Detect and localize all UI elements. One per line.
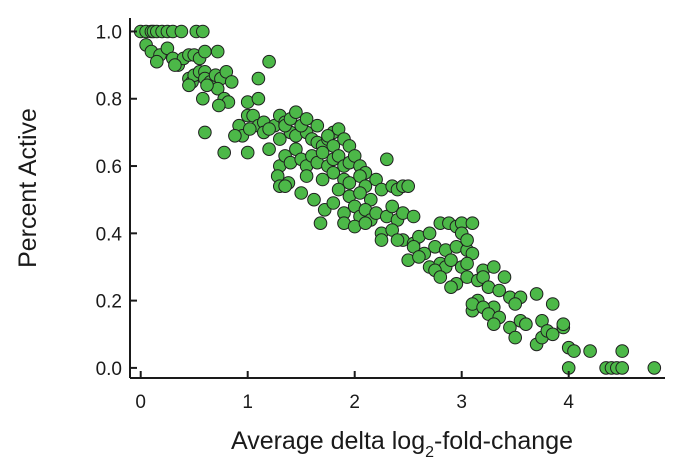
- scatter-point: [212, 98, 226, 113]
- scatter-point: [412, 250, 426, 264]
- scatter-point: [168, 58, 182, 72]
- scatter-point: [556, 317, 571, 332]
- scatter-point: [240, 145, 255, 160]
- scatter-point: [196, 24, 210, 39]
- scatter-point: [406, 209, 421, 224]
- scatter-point: [567, 344, 581, 358]
- scatter-point: [196, 91, 210, 106]
- scatter-point: [353, 186, 367, 200]
- scatter-point: [313, 216, 328, 230]
- scatter-point: [422, 226, 437, 241]
- scatter-point: [243, 122, 257, 136]
- y-tick-label: 0.8: [96, 90, 122, 111]
- scatter-point: [251, 91, 266, 106]
- y-tick-label: 0.4: [96, 224, 123, 245]
- y-axis-title: Percent Active: [14, 108, 42, 268]
- x-axis-title-suffix: -fold-change: [434, 427, 573, 455]
- scatter-point: [583, 344, 597, 358]
- y-tick-label: 0.0: [96, 359, 122, 380]
- axes-layer: [129, 18, 665, 379]
- scatter-point: [224, 75, 239, 89]
- scatter-point: [278, 179, 292, 193]
- scatter-point: [374, 233, 389, 247]
- scatter-point: [519, 317, 533, 332]
- y-tick-label: 1.0: [96, 22, 122, 43]
- x-tick-label: 3: [456, 392, 467, 413]
- scatter-point: [210, 44, 225, 59]
- scatter-point: [289, 105, 303, 119]
- scatter-point: [529, 287, 544, 301]
- scatter-point: [444, 280, 458, 295]
- y-tick-label: 0.6: [96, 157, 122, 178]
- scatter-point: [615, 344, 630, 358]
- scatter-point: [182, 78, 196, 93]
- scatter-point: [508, 297, 523, 311]
- scatter-point: [273, 132, 287, 146]
- scatter-point: [385, 199, 400, 214]
- scatter-point: [315, 172, 330, 187]
- scatter-point: [198, 125, 212, 140]
- points-layer: [133, 24, 662, 375]
- scatter-point: [444, 253, 458, 268]
- scatter-point: [401, 179, 416, 193]
- scatter-point: [198, 44, 212, 59]
- scatter-point: [310, 118, 325, 133]
- scatter-point: [251, 71, 266, 86]
- scatter-point: [487, 317, 501, 332]
- scatter-point: [307, 192, 321, 207]
- y-tick-label: 0.2: [96, 292, 122, 313]
- scatter-point: [647, 361, 662, 375]
- x-ticks: 0 1 2 3 4: [135, 371, 574, 413]
- scatter-point: [390, 233, 405, 247]
- scatter-point: [497, 270, 512, 284]
- scatter-point: [380, 152, 394, 167]
- scatter-point: [331, 182, 346, 197]
- scatter-point: [262, 54, 276, 69]
- scatter-point: [487, 260, 501, 274]
- scatter-point: [326, 166, 341, 180]
- scatter-point: [150, 54, 164, 69]
- x-axis-title-subscript: 2: [425, 444, 434, 461]
- x-tick-label: 4: [563, 392, 574, 413]
- scatter-point: [460, 256, 474, 271]
- scatter-point: [358, 216, 373, 230]
- scatter-point: [315, 145, 330, 160]
- scatter-point: [217, 145, 231, 160]
- scatter-point: [299, 169, 314, 183]
- x-axis-title: Average delta log2-fold-change: [231, 427, 573, 461]
- scatter-point: [342, 176, 357, 190]
- y-ticks: 0.0 0.2 0.4 0.6 0.8 1.0: [96, 22, 137, 380]
- scatter-point: [200, 78, 214, 93]
- scatter-point: [508, 330, 523, 345]
- scatter-point: [433, 270, 448, 284]
- x-tick-label: 2: [349, 392, 360, 413]
- x-tick-label: 1: [242, 392, 253, 413]
- x-axis-title-main: Average delta log: [231, 427, 425, 455]
- scatter-point: [492, 283, 507, 298]
- scatter-point: [460, 233, 474, 247]
- scatter-point: [465, 216, 480, 230]
- scatter-point: [545, 327, 560, 342]
- scatter-point: [545, 297, 560, 311]
- scatter-point: [326, 196, 341, 210]
- scatter-point: [262, 122, 276, 136]
- scatter-point: [262, 142, 276, 156]
- scatter-point: [174, 24, 189, 39]
- x-tick-label: 0: [135, 392, 146, 413]
- scatter-point: [299, 112, 314, 126]
- scatter-point: [615, 361, 630, 375]
- scatter-point: [228, 129, 242, 143]
- scatter-point: [294, 186, 309, 200]
